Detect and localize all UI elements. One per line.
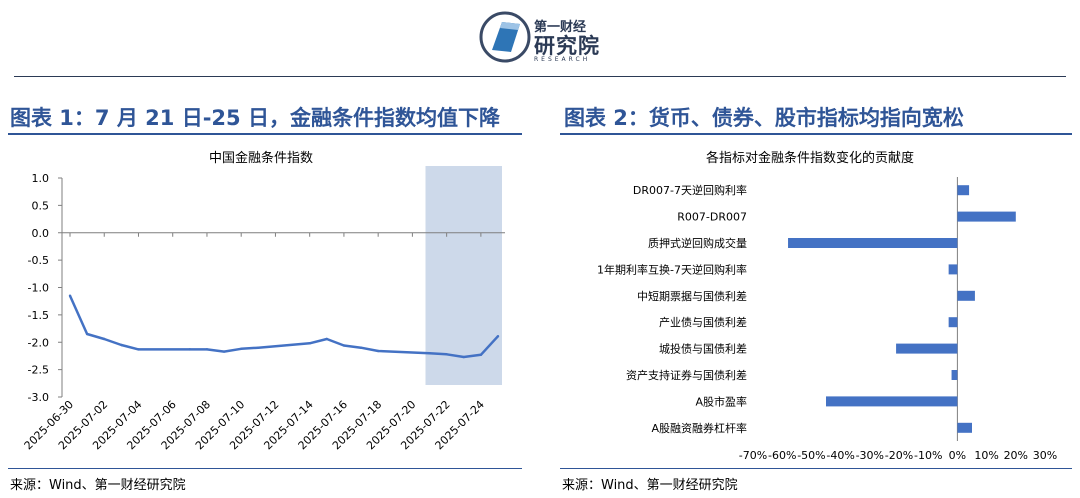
bar bbox=[788, 238, 958, 248]
data-point bbox=[222, 350, 226, 353]
data-point bbox=[68, 294, 72, 297]
category-label: R007-DR007 bbox=[677, 211, 747, 224]
data-point bbox=[205, 348, 209, 351]
bar bbox=[948, 264, 958, 275]
chart2-title: 各指标对金融条件指数变化的贡献度 bbox=[705, 151, 914, 166]
logo-main-text: 研究院 bbox=[534, 34, 600, 58]
category-label: DR007-7天逆回购利率 bbox=[633, 183, 747, 197]
highlight-band bbox=[425, 166, 502, 385]
category-label: 质押式逆回购成交量 bbox=[648, 236, 747, 250]
x-tick-label: 0% bbox=[949, 449, 966, 462]
data-point bbox=[308, 342, 311, 345]
x-tick-label: -40% bbox=[826, 449, 854, 462]
data-point bbox=[120, 343, 123, 347]
y-tick-label: -1.0 bbox=[28, 282, 49, 295]
x-tick-label: -10% bbox=[914, 449, 942, 462]
logo-top-text: 第一财经 bbox=[534, 20, 587, 35]
bar bbox=[826, 396, 958, 407]
category-label: 1年期利率互换-7天逆回购利率 bbox=[597, 262, 747, 276]
category-label: 产业债与国债利差 bbox=[659, 315, 747, 329]
data-point bbox=[103, 337, 106, 341]
figure1-heading: 图表 1：7 月 21 日-25 日，金融条件指数均值下降 bbox=[10, 106, 500, 130]
y-tick-label: -2.0 bbox=[28, 336, 49, 349]
category-label: 中短期票据与国债利差 bbox=[637, 289, 747, 303]
category-label: A股市盈率 bbox=[695, 394, 747, 408]
y-tick-label: 0.0 bbox=[32, 227, 50, 240]
figure2-source: 来源：Wind、第一财经研究院 bbox=[562, 478, 738, 493]
logo-mark-icon bbox=[479, 11, 531, 63]
y-tick-label: -3.0 bbox=[28, 391, 49, 404]
y-tick-label: -1.5 bbox=[28, 309, 49, 322]
x-tick-label: 20% bbox=[1004, 449, 1028, 462]
data-point bbox=[85, 332, 89, 336]
data-point bbox=[496, 335, 500, 338]
y-tick-label: -2.5 bbox=[28, 364, 49, 377]
category-label: 城投债与国债利差 bbox=[659, 342, 747, 356]
y-tick-label: -0.5 bbox=[28, 254, 49, 267]
figure2-heading: 图表 2：货币、债券、股市指标均指向宽松 bbox=[564, 106, 964, 130]
header-divider bbox=[14, 76, 1066, 77]
data-point bbox=[257, 346, 260, 349]
chart1-title: 中国金融条件指数 bbox=[208, 151, 313, 166]
data-point bbox=[445, 353, 448, 356]
data-point bbox=[240, 347, 243, 351]
data-point bbox=[376, 349, 380, 353]
x-tick-label: 30% bbox=[1033, 449, 1057, 462]
x-tick-label: -20% bbox=[885, 449, 913, 462]
y-tick-label: 1.0 bbox=[32, 172, 50, 185]
bar bbox=[957, 422, 972, 433]
bar bbox=[957, 290, 975, 301]
data-point bbox=[359, 346, 363, 349]
figure1-heading-rule bbox=[8, 133, 522, 135]
category-label: A股融资融券杠杆率 bbox=[651, 421, 747, 435]
data-point bbox=[428, 352, 431, 355]
data-point bbox=[325, 337, 328, 341]
data-point bbox=[462, 355, 465, 359]
figure2-source-rule bbox=[560, 468, 1072, 469]
logo: 第一财经 研究院 RESEARCH bbox=[478, 8, 618, 66]
x-tick-label: -70% bbox=[739, 449, 767, 462]
line-chart: 1.00.50.0-0.5-1.0-1.5-2.0-2.5-3.02025-06… bbox=[22, 166, 505, 452]
series-line bbox=[68, 295, 499, 359]
y-tick-label: 0.5 bbox=[32, 199, 50, 212]
x-tick-label: -50% bbox=[797, 449, 825, 462]
bar bbox=[951, 370, 958, 380]
figure2-heading-rule bbox=[560, 133, 1072, 135]
bar bbox=[957, 185, 970, 196]
logo-sub-text: RESEARCH bbox=[534, 56, 591, 63]
x-tick-label: -30% bbox=[856, 449, 884, 462]
data-point bbox=[188, 348, 192, 351]
category-label: 资产支持证券与国债利差 bbox=[626, 368, 747, 382]
bar bbox=[957, 211, 1016, 222]
x-tick-label: -60% bbox=[768, 449, 796, 462]
x-tick-label: 10% bbox=[974, 449, 998, 462]
figure1-source-rule bbox=[8, 468, 522, 469]
data-point bbox=[342, 344, 346, 347]
bar bbox=[896, 343, 958, 354]
bar bbox=[948, 317, 958, 328]
bar-chart: DR007-7天逆回购利率 R007-DR007 质押式逆回购成交量 1年期利率互换-… bbox=[597, 177, 1057, 462]
data-point bbox=[479, 353, 483, 357]
figure1-source: 来源：Wind、第一财经研究院 bbox=[10, 478, 186, 493]
data-point bbox=[137, 348, 140, 351]
